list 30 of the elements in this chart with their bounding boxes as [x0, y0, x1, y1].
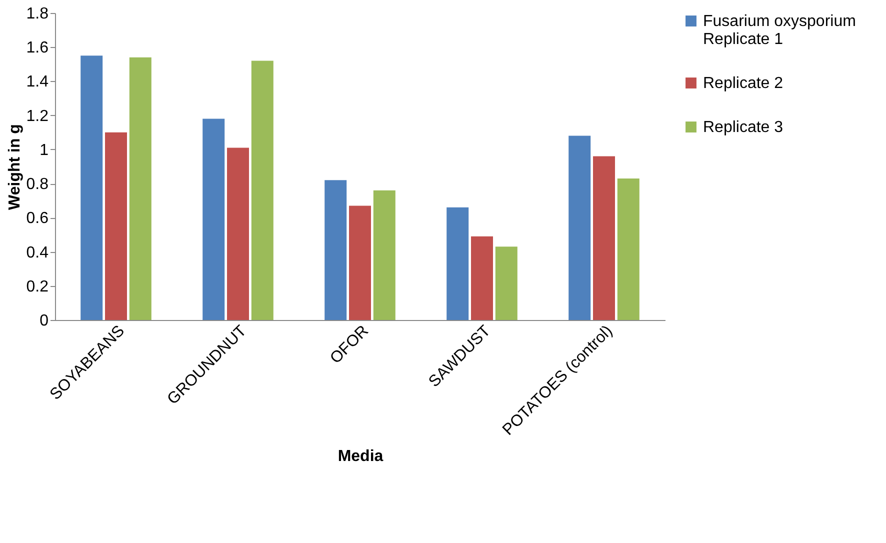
bar [349, 206, 371, 320]
bar [251, 60, 274, 320]
y-tick-label: 1 [40, 142, 49, 159]
y-tick-label: 0.6 [26, 210, 49, 228]
y-tick-label: 1.2 [26, 108, 49, 125]
legend-label: Fusarium oxysporium Replicate 1 [703, 13, 856, 48]
bar [105, 132, 127, 320]
legend-label: Replicate 3 [703, 119, 784, 136]
bar [568, 136, 591, 320]
bar [324, 180, 347, 320]
bar [202, 118, 225, 320]
bar [471, 236, 493, 320]
bar [495, 246, 518, 320]
bar [227, 148, 249, 320]
y-tick-label: 0.8 [26, 176, 49, 194]
bar [593, 156, 615, 320]
y-tick-label: 0.2 [26, 278, 49, 296]
bar [373, 190, 396, 320]
legend-label: Replicate 2 [703, 75, 784, 92]
y-tick-label: 0.4 [26, 244, 49, 262]
bar [80, 56, 103, 320]
y-tick-label: 0 [40, 312, 49, 330]
y-tick-label: 1.6 [26, 40, 49, 57]
bar [129, 57, 152, 320]
y-tick-label: 1.4 [26, 74, 49, 91]
bar [617, 178, 640, 320]
y-tick-label: 1.8 [26, 6, 49, 22]
y-axis-title: Weight in g [6, 124, 24, 210]
bar [446, 207, 469, 320]
x-axis-title: Media [338, 448, 384, 466]
